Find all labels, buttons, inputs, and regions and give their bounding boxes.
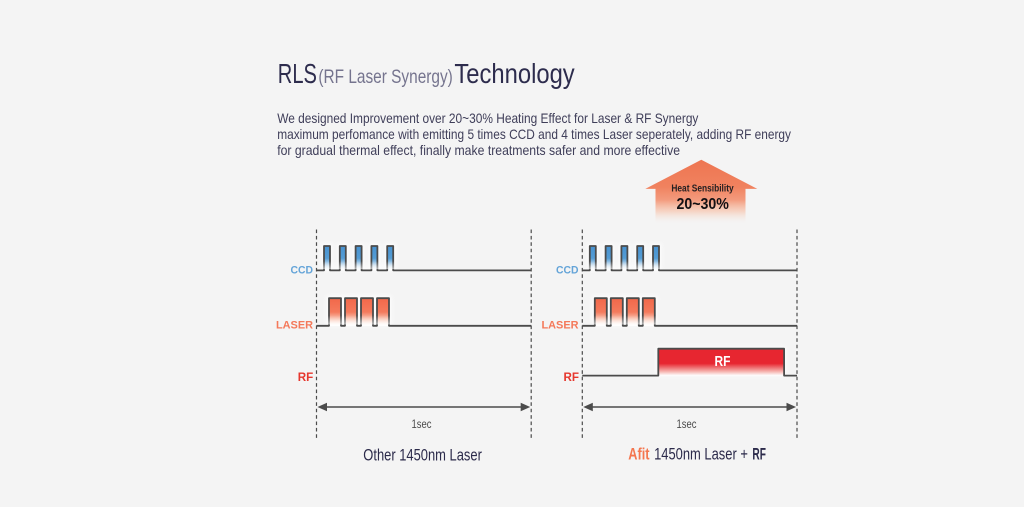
- svg-text:We designed Improvement over 2: We designed Improvement over 20~30% Heat…: [277, 110, 698, 126]
- svg-text:RF: RF: [715, 354, 731, 370]
- svg-text:Heat Sensibility: Heat Sensibility: [671, 183, 734, 194]
- svg-text:Afit: Afit: [628, 446, 650, 464]
- svg-text:maximum perfomance with emitti: maximum perfomance with emitting 5 times…: [277, 126, 791, 142]
- svg-text:1sec: 1sec: [412, 417, 432, 431]
- svg-text:RF: RF: [752, 446, 766, 464]
- svg-text:LASER: LASER: [542, 320, 579, 332]
- svg-text:CCD: CCD: [291, 265, 314, 277]
- svg-text:RLS(RF Laser Synergy)Technolog: RLS(RF Laser Synergy)Technology: [278, 58, 575, 89]
- svg-text:CCD: CCD: [556, 265, 579, 277]
- svg-text:20~30%: 20~30%: [677, 196, 729, 213]
- svg-text:1450nm Laser +: 1450nm Laser +: [654, 446, 748, 464]
- svg-text:RF: RF: [298, 372, 314, 384]
- svg-text:RF: RF: [564, 372, 580, 384]
- svg-text:Other 1450nm Laser: Other 1450nm Laser: [363, 446, 482, 464]
- svg-text:LASER: LASER: [276, 320, 313, 332]
- svg-text:for gradual thermal effect, fi: for gradual thermal effect, finally make…: [277, 142, 680, 158]
- svg-text:1sec: 1sec: [677, 417, 697, 431]
